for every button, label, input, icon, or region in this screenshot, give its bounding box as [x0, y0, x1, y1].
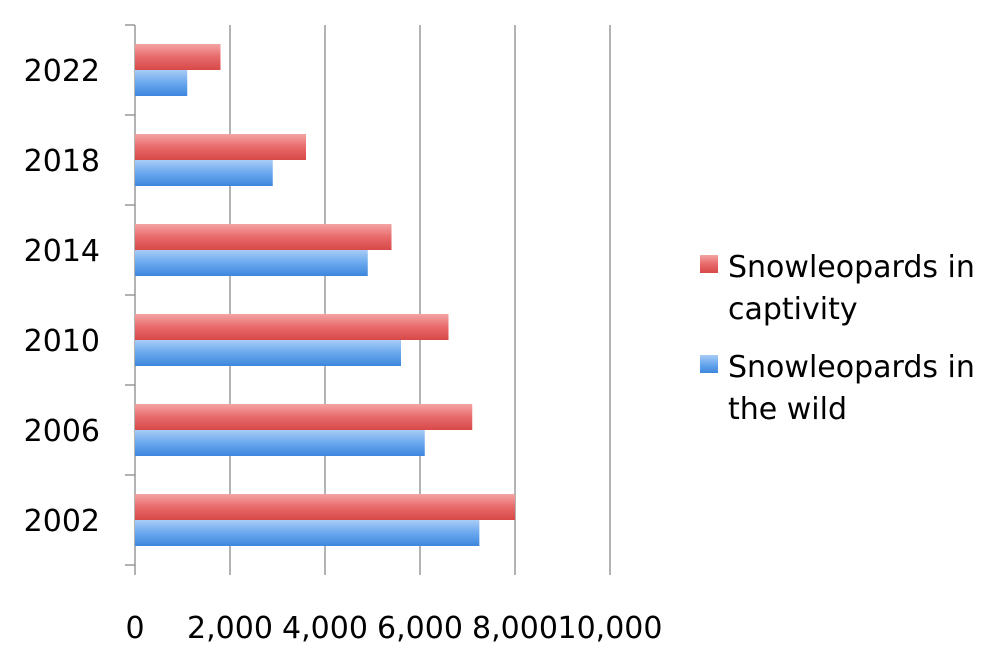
bars — [135, 44, 515, 546]
wild-bar — [135, 430, 425, 456]
wild-bar — [135, 340, 401, 366]
legend-label: the wild — [728, 392, 847, 427]
wild-bar — [135, 160, 273, 186]
captivity-bar — [135, 44, 221, 70]
captivity-bar — [135, 314, 449, 340]
y-tick-label: 2002 — [24, 504, 100, 539]
axes — [125, 24, 611, 575]
y-tick-label: 2010 — [24, 324, 100, 359]
legend-swatch — [700, 255, 718, 273]
captivity-bar — [135, 494, 515, 520]
wild-bar — [135, 250, 368, 276]
legend: Snowleopards in captivity Snowleopards in t… — [700, 250, 975, 427]
legend-label: Snowleopards in — [728, 250, 975, 285]
x-tick-label: 2,000 — [187, 611, 273, 646]
y-tick-label: 2014 — [24, 234, 100, 269]
x-tick-label: 6,000 — [377, 611, 463, 646]
legend-swatch — [700, 355, 718, 373]
captivity-bar — [135, 134, 306, 160]
x-tick-label: 4,000 — [282, 611, 368, 646]
captivity-bar — [135, 404, 473, 430]
y-tick-label: 2006 — [24, 414, 100, 449]
y-tick-label: 2018 — [24, 144, 100, 179]
wild-bar — [135, 520, 480, 546]
y-axis-labels: 2002 2006 2010 2014 2018 2022 — [24, 54, 100, 539]
captivity-bar — [135, 224, 392, 250]
wild-bar — [135, 70, 188, 96]
y-tick-label: 2022 — [24, 54, 100, 89]
legend-label: captivity — [728, 292, 858, 327]
x-tick-label: 0 — [125, 611, 144, 646]
x-tick-label: 8,000 — [472, 611, 558, 646]
x-tick-label: 10,000 — [558, 611, 663, 646]
x-axis-labels: 0 2,000 4,000 6,000 8,000 10,000 — [125, 611, 662, 646]
gridlines — [229, 25, 611, 565]
legend-label: Snowleopards in — [728, 350, 975, 385]
